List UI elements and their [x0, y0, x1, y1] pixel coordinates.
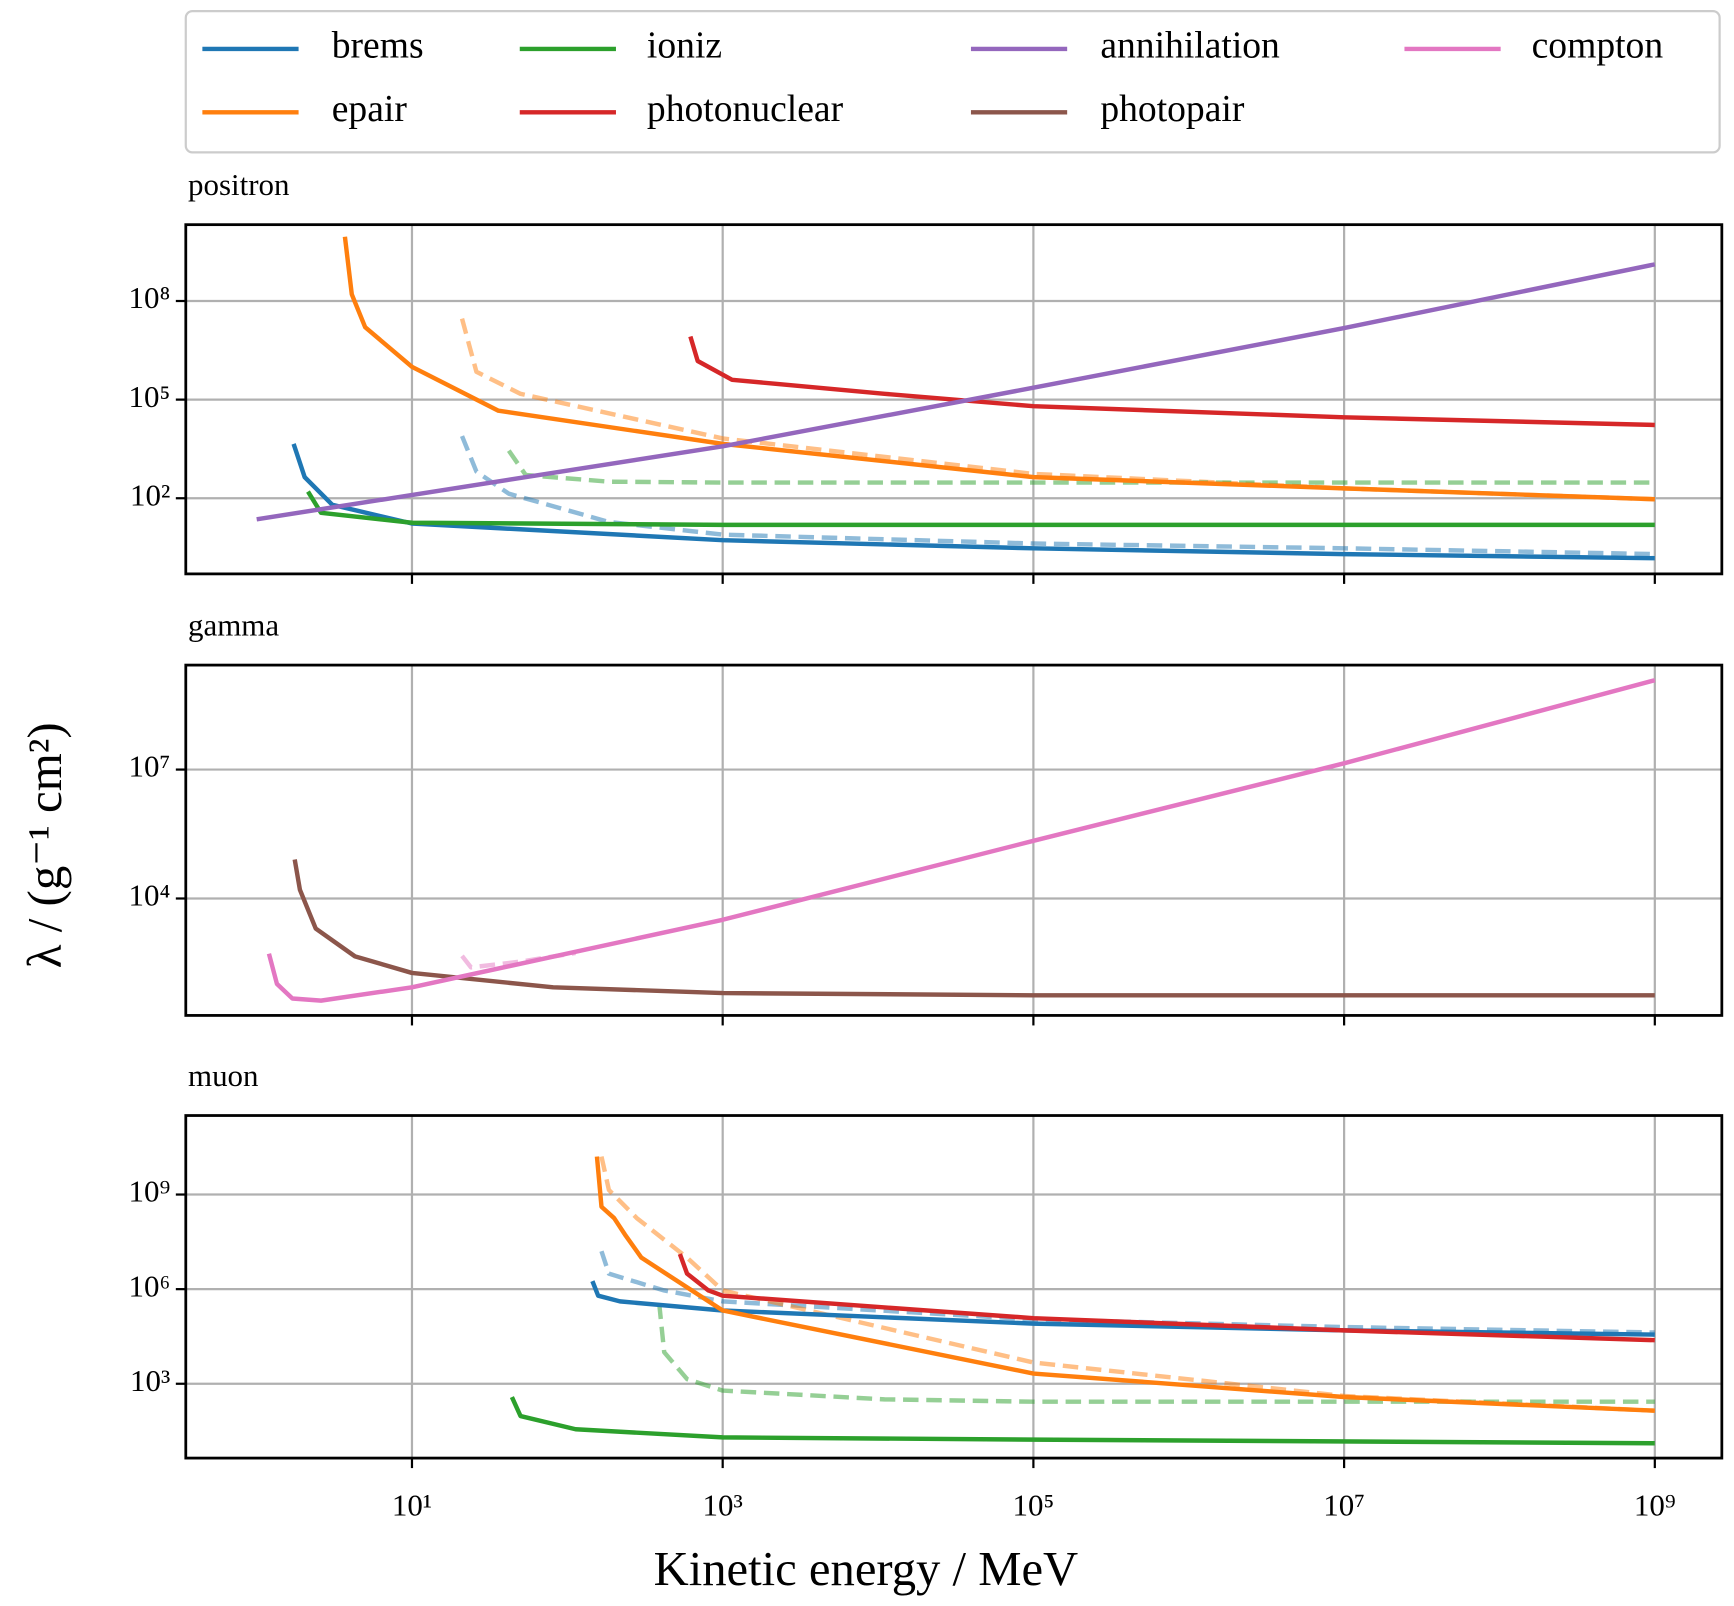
legend-label: photonuclear — [647, 88, 844, 130]
series-line — [460, 950, 576, 970]
series-line — [677, 1253, 1655, 1343]
y-tick-label: 10⁴ — [129, 878, 171, 913]
series-line — [594, 1156, 1655, 1413]
axes-frame — [184, 223, 1724, 576]
subplot-title: gamma — [188, 607, 279, 642]
legend-label: annihilation — [1100, 25, 1280, 67]
y-tick-label: 10⁹ — [129, 1174, 171, 1209]
legend-label: epair — [332, 88, 408, 130]
x-tick-label: 10³ — [703, 1487, 743, 1522]
y-tick-label: 10⁸ — [129, 280, 171, 315]
axes-frame — [184, 1114, 1724, 1460]
series-line — [306, 490, 1655, 528]
y-tick-label: 10³ — [130, 1363, 170, 1398]
x-tick-label: 10⁵ — [1013, 1487, 1055, 1522]
x-axis-label: Kinetic energy / MeV — [654, 1542, 1079, 1596]
series-line — [256, 262, 1656, 522]
axes-frame — [184, 663, 1724, 1017]
plot-area — [256, 236, 1656, 561]
y-tick-label: 10⁵ — [129, 379, 171, 414]
x-tick-label: 10¹ — [392, 1487, 432, 1522]
x-tick-label: 10⁹ — [1634, 1487, 1676, 1522]
y-axis-label: λ / (g⁻¹ cm²) — [18, 722, 72, 968]
y-tick-label: 10² — [130, 477, 170, 512]
series-line — [506, 449, 1655, 485]
series-line — [292, 859, 1655, 998]
series-line — [509, 1396, 1655, 1446]
series-line — [459, 435, 1655, 557]
legend-label: ioniz — [647, 25, 722, 67]
subplot-title: positron — [188, 167, 290, 202]
x-tick-label: 10⁷ — [1323, 1487, 1365, 1522]
series-line — [657, 1303, 1655, 1404]
series-line — [599, 1250, 1655, 1335]
y-tick-label: 10⁷ — [129, 749, 171, 784]
series-line — [291, 443, 1655, 561]
legend-box — [184, 10, 1721, 154]
plot-area — [266, 678, 1656, 1003]
y-tick-label: 10⁶ — [129, 1268, 171, 1303]
plot-area — [509, 1156, 1655, 1446]
subplot-title: muon — [188, 1058, 259, 1093]
legend-label: brems — [332, 25, 424, 67]
series-line — [688, 335, 1655, 428]
series-line — [342, 236, 1655, 502]
legend-label: photopair — [1100, 88, 1244, 130]
series-line — [266, 678, 1656, 1003]
legend-label: compton — [1532, 25, 1664, 67]
